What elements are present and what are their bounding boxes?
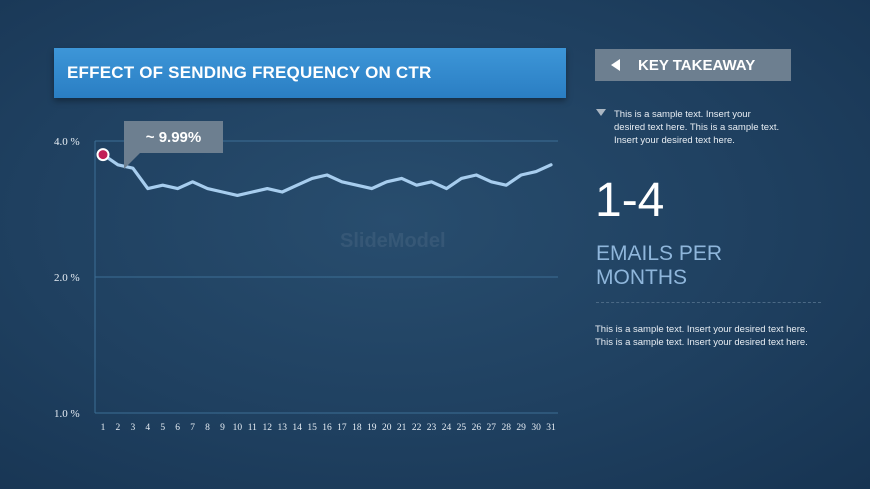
x-tick-label: 21 (397, 423, 407, 433)
big-number-subtitle: EMAILS PER MONTHS (596, 242, 723, 289)
callout-label: ~ 9.99% (124, 121, 223, 153)
x-tick-label: 18 (352, 423, 362, 433)
x-tick-label: 6 (175, 423, 180, 433)
x-tick-label: 25 (457, 423, 467, 433)
x-tick-label: 4 (145, 423, 150, 433)
x-tick-label: 20 (382, 423, 392, 433)
x-tick-label: 27 (487, 423, 497, 433)
x-tick-label: 12 (263, 423, 273, 433)
callout-tail (124, 153, 140, 169)
x-tick-label: 17 (337, 423, 347, 433)
x-tick-label: 14 (292, 423, 302, 433)
x-tick-label: 13 (277, 423, 287, 433)
x-tick-label: 31 (546, 423, 556, 433)
x-tick-label: 28 (501, 423, 511, 433)
x-tick-label: 26 (472, 423, 482, 433)
x-tick-label: 22 (412, 423, 422, 433)
x-tick-label: 30 (531, 423, 541, 433)
watermark: SlideModel (340, 230, 446, 252)
highlight-marker (96, 148, 110, 162)
title-bar: EFFECT OF SENDING FREQUENCY ON CTR (54, 48, 566, 98)
key-takeaway-label: KEY TAKEAWAY (638, 56, 756, 74)
page-title: EFFECT OF SENDING FREQUENCY ON CTR (67, 63, 432, 82)
triangle-bullet-icon (596, 109, 606, 116)
takeaway-body: This is a sample text. Insert your desir… (595, 324, 808, 348)
x-tick-label: 7 (190, 423, 195, 433)
x-tick-label: 29 (516, 423, 526, 433)
x-tick-label: 16 (322, 423, 332, 433)
x-tick-label: 15 (307, 423, 317, 433)
x-tick-label: 10 (233, 423, 243, 433)
takeaway-note: This is a sample text. Insert your desir… (614, 109, 780, 146)
y-tick-label: 4.0 % (54, 136, 80, 148)
x-tick-label: 9 (220, 423, 225, 433)
big-number: 1-4 (595, 174, 665, 227)
x-tick-label: 1 (101, 423, 106, 433)
y-tick-label: 2.0 % (54, 272, 80, 284)
divider (596, 302, 821, 303)
x-tick-label: 23 (427, 423, 437, 433)
series-line (101, 153, 553, 197)
key-takeaway-header: KEY TAKEAWAY (595, 49, 791, 81)
y-tick-label: 1.0 % (54, 408, 80, 420)
x-tick-label: 3 (130, 423, 135, 433)
x-tick-label: 2 (116, 423, 121, 433)
x-tick-label: 8 (205, 423, 210, 433)
x-tick-label: 24 (442, 423, 452, 433)
arrow-left-icon (611, 59, 620, 71)
x-tick-label: 5 (160, 423, 165, 433)
x-tick-label: 11 (248, 423, 257, 433)
x-tick-label: 19 (367, 423, 377, 433)
